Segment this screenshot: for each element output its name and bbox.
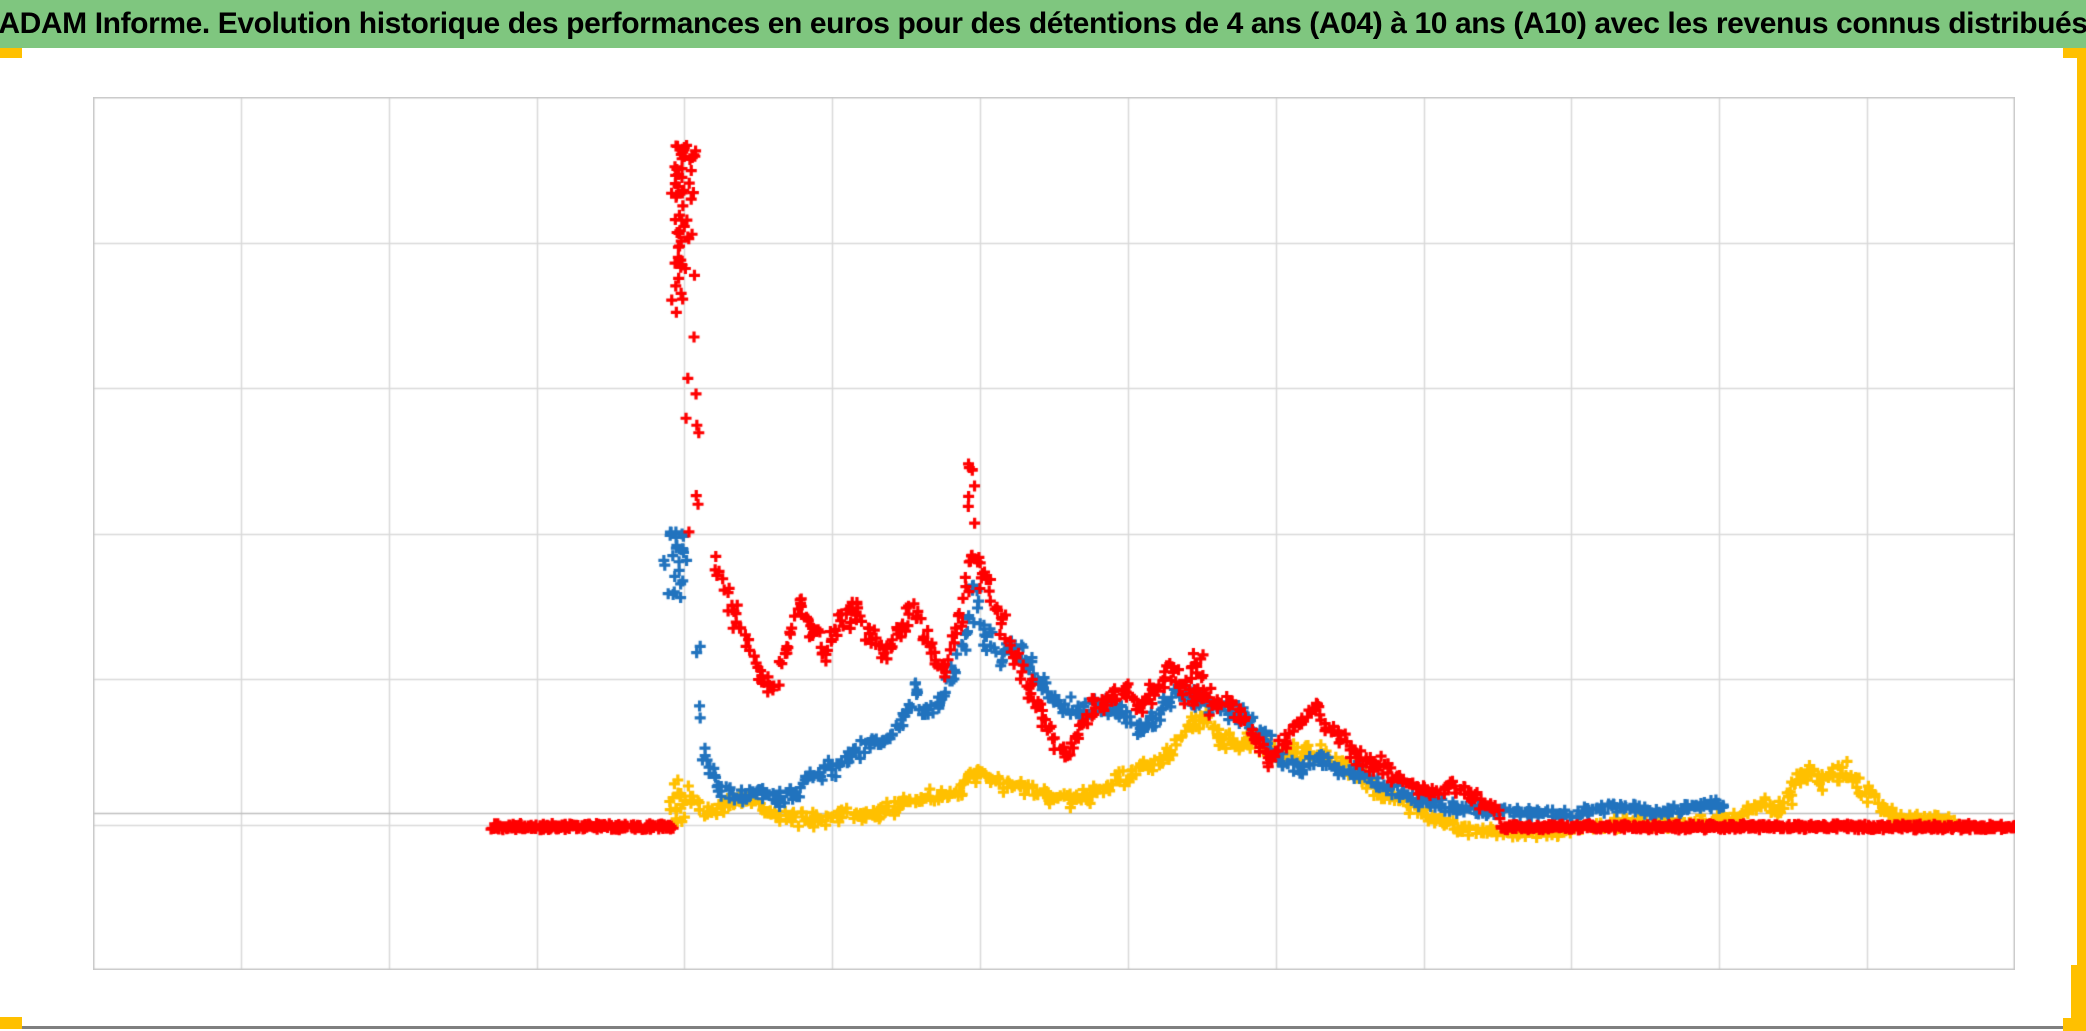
chart-plot-area xyxy=(93,97,2015,970)
bottom-divider-line xyxy=(0,1026,2086,1029)
right-edge-accent-strip xyxy=(2077,48,2086,1031)
corner-accent-top-right xyxy=(2063,48,2086,58)
corner-accent-bottom-right-vertical xyxy=(2071,965,2086,1031)
corner-accent-bottom-right xyxy=(2063,1018,2086,1031)
title-bar: ADAM Informe. Evolution historique des p… xyxy=(0,0,2086,48)
corner-accent-bottom-left xyxy=(0,1017,22,1029)
page-title: ADAM Informe. Evolution historique des p… xyxy=(0,7,2086,40)
scatter-chart-canvas xyxy=(93,97,2015,970)
corner-accent-top-left xyxy=(0,48,22,58)
